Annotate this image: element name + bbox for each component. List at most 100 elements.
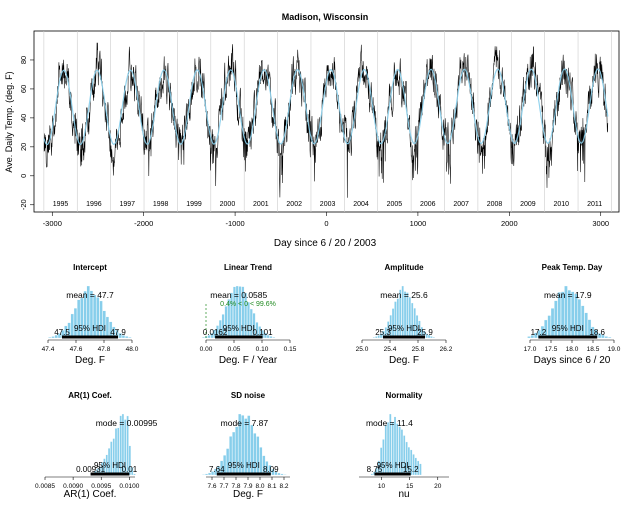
panel-tick-label: 19.0	[608, 346, 621, 353]
histogram-bar	[205, 473, 209, 476]
histogram-bar	[534, 332, 538, 339]
hdi-label: 95% HDI	[552, 324, 584, 333]
panel-x-label: Deg. F	[233, 489, 263, 500]
histogram-bar	[269, 336, 273, 339]
histogram-bar	[430, 336, 433, 339]
panel-tick-label: 7.7	[219, 483, 228, 490]
panel-x-label: Days since 6 / 20	[534, 355, 611, 366]
center-label: mean = 0.0585	[210, 290, 267, 300]
hdi-low-label: 8.75	[367, 465, 383, 474]
y-tick-label: 0	[19, 174, 28, 178]
hdi-low-label: 25.3	[375, 328, 391, 337]
histogram-bar	[377, 335, 380, 339]
year-label: 1996	[86, 201, 102, 208]
posterior-linear-trend: Linear Trend 0.00 0.05 0.10 0.15 95% HDI0.016…	[200, 263, 297, 366]
main-title: Madison, Wisconsin	[282, 12, 368, 22]
panel-title: Normality	[386, 391, 423, 400]
hdi-low-label: 0.0162	[203, 328, 228, 337]
year-label: 2010	[554, 201, 570, 208]
histogram-bar	[259, 447, 263, 476]
panel-tick-label: 0.10	[256, 346, 269, 353]
panel-tick-label: 0.0100	[119, 483, 139, 490]
panel-tick-label: 0.0090	[63, 483, 83, 490]
histogram-bar	[54, 334, 58, 339]
timeseries-panel: Madison, Wisconsin 1995 1996 1997 1998 1999 2…	[4, 12, 620, 249]
hdi-label: 95% HDI	[223, 324, 255, 333]
x-tick-label: -1000	[226, 219, 245, 228]
hdi-label: 95% HDI	[388, 324, 420, 333]
histogram-bar	[597, 333, 602, 339]
panel-x-label: Deg. F / Year	[219, 355, 278, 366]
x-axis-label: Day since 6 / 20 / 2003	[274, 238, 377, 249]
year-label: 2008	[487, 201, 503, 208]
histogram-bar	[211, 471, 215, 476]
posterior-panels: Intercept 47.4 47.6 47.8 48.0 95% HDI 47.5 47.9…	[35, 263, 621, 500]
year-label: 2004	[353, 201, 369, 208]
panel-tick-label: 18.5	[587, 346, 600, 353]
y-tick-label: 60	[19, 85, 28, 93]
y-axis-label: Ave. Daily Temp. (deg. F)	[4, 71, 14, 172]
panel-tick-label: 47.8	[98, 346, 111, 353]
year-label: 2005	[387, 201, 403, 208]
center-label: mode = 0.00995	[96, 418, 158, 428]
hdi-label: 95% HDI	[377, 461, 409, 470]
histogram-bar	[427, 334, 431, 339]
hdi-low-label: 47.5	[54, 328, 70, 337]
histogram-bar	[280, 473, 284, 476]
panel-tick-label: 26.2	[440, 346, 453, 353]
posterior-sd-noise: SD noise 7.6 7.7 7.8 7.9 8.0 8.1 8.2 95% HDI7.64…	[202, 391, 290, 500]
panel-tick-label: 0.0085	[35, 483, 55, 490]
panel-title: AR(1) Coef.	[68, 391, 112, 400]
histogram-bar	[202, 474, 206, 476]
hdi-high-label: 18.6	[589, 328, 605, 337]
x-tick-label: 2000	[501, 219, 518, 228]
panel-title: Intercept	[73, 263, 107, 272]
x-axis: -3000 -2000 -1000 0 1000 2000 3000	[43, 212, 609, 228]
comparison-label: 0.4% < 0 < 99.6%	[220, 301, 276, 308]
y-tick-label: 20	[19, 143, 28, 151]
histogram-bar	[131, 467, 134, 476]
panel-tick-label: 20	[434, 483, 442, 490]
year-label: 1998	[153, 201, 169, 208]
panel-title: Amplitude	[384, 263, 424, 272]
panel-tick-label: 25.0	[356, 346, 369, 353]
histogram-bar	[133, 473, 136, 476]
histogram-bar	[604, 336, 608, 339]
hdi-low-label: 7.64	[209, 465, 225, 474]
histogram-bar	[105, 316, 110, 339]
year-label: 2000	[220, 201, 236, 208]
panel-tick-label: 25.8	[412, 346, 425, 353]
panel-tick-label: 0.15	[284, 346, 297, 353]
histogram-bar	[372, 337, 376, 339]
histogram-bar	[432, 336, 436, 339]
histogram-bar	[581, 305, 585, 339]
histogram-bar	[271, 468, 275, 476]
histogram-bar	[410, 449, 413, 476]
panel-tick-label: 0.0095	[91, 483, 111, 490]
panel-x-label: Deg. F	[75, 355, 105, 366]
panel-tick-label: 47.4	[42, 346, 55, 353]
histogram-bar	[375, 336, 378, 339]
panel-tick-label: 47.6	[70, 346, 83, 353]
histogram-bar	[202, 336, 205, 339]
panel-tick-label: 17.5	[545, 346, 558, 353]
histogram-bar	[214, 468, 218, 476]
histogram-bar	[48, 337, 52, 339]
panel-tick-label: 8.1	[267, 483, 276, 490]
year-label: 2003	[320, 201, 336, 208]
hdi-low-label: 17.2	[531, 328, 547, 337]
histogram-bar	[601, 334, 605, 339]
year-dividers	[43, 31, 612, 212]
histogram-bar	[425, 333, 428, 339]
x-tick-label: 3000	[592, 219, 609, 228]
x-tick-label: -3000	[43, 219, 62, 228]
year-label: 1995	[53, 201, 69, 208]
center-label: mean = 17.9	[544, 290, 592, 300]
hdi-high-label: 0.01	[122, 465, 138, 474]
histogram-bar	[263, 332, 267, 339]
histogram-bar	[274, 471, 278, 476]
histogram-bar	[125, 336, 129, 339]
histogram-bar	[210, 333, 214, 339]
